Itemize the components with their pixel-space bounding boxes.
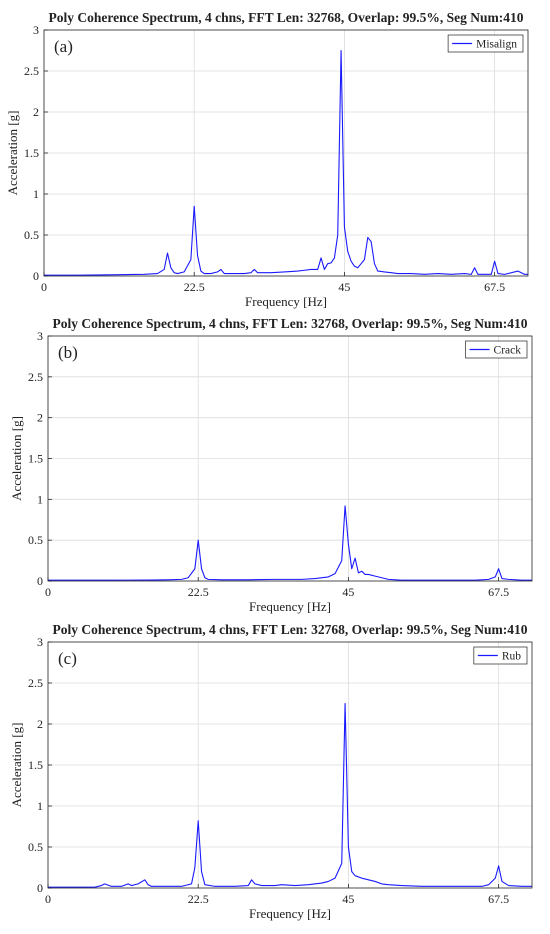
legend-label: Crack [494,345,522,357]
x-axis-label: Frequency [Hz] [249,906,331,921]
x-tick-label: 67.5 [488,892,509,906]
x-axis-label: Frequency [Hz] [245,294,327,309]
x-tick-label: 22.5 [188,892,209,906]
legend-label: Misalign [476,39,517,51]
panel-label: (a) [54,37,73,56]
series-line [48,702,532,888]
chart-panel-2: Poly Coherence Spectrum, 4 chns, FFT Len… [9,316,533,614]
legend-box [473,646,528,665]
y-tick-label: 1 [37,799,43,813]
x-tick-label: 67.5 [484,280,505,294]
panel-label: (b) [58,343,78,362]
y-tick-label: 1.5 [28,452,43,466]
x-tick-label: 22.5 [188,585,209,599]
x-tick-label: 0 [45,892,51,906]
x-tick-label: 45 [342,892,354,906]
legend: Rub [473,646,528,665]
y-tick-label: 0 [37,881,43,895]
x-tick-label: 45 [342,585,354,599]
y-tick-label: 1 [33,187,39,201]
legend-label: Rub [502,651,521,663]
y-tick-label: 0 [37,574,43,588]
legend-box [447,34,524,53]
x-tick-label: 0 [41,280,47,294]
x-tick-label: 67.5 [488,585,509,599]
x-tick-label: 22.5 [184,280,205,294]
panel-label: (c) [58,649,77,668]
y-tick-label: 2 [37,717,43,731]
x-axis-label: Frequency [Hz] [249,599,331,614]
y-tick-label: 2 [33,105,39,119]
y-axis-label: Acceleration [g] [9,723,24,808]
legend-box [465,340,528,359]
y-axis-label: Acceleration [g] [5,111,20,196]
legend: Misalign [447,34,524,53]
y-tick-label: 0.5 [28,533,43,547]
y-tick-label: 2.5 [28,676,43,690]
chart-panel-1: Poly Coherence Spectrum, 4 chns, FFT Len… [5,10,529,309]
y-tick-label: 1.5 [24,146,39,160]
series-line [44,49,528,276]
y-tick-label: 1.5 [28,758,43,772]
y-tick-label: 0.5 [24,228,39,242]
y-tick-label: 3 [37,329,43,343]
y-tick-label: 1 [37,492,43,506]
chart-panel-3: Poly Coherence Spectrum, 4 chns, FFT Len… [9,622,533,921]
y-axis-label: Acceleration [g] [9,416,24,501]
y-tick-label: 2 [37,411,43,425]
y-tick-label: 2.5 [28,370,43,384]
x-tick-label: 45 [338,280,350,294]
y-tick-label: 0.5 [28,840,43,854]
y-tick-label: 3 [37,635,43,649]
x-tick-label: 0 [45,585,51,599]
chart-title: Poly Coherence Spectrum, 4 chns, FFT Len… [53,316,528,331]
chart-title: Poly Coherence Spectrum, 4 chns, FFT Len… [49,10,524,25]
chart-title: Poly Coherence Spectrum, 4 chns, FFT Len… [53,622,528,637]
y-tick-label: 3 [33,23,39,37]
series-line [48,505,532,581]
y-tick-label: 0 [33,269,39,283]
y-tick-label: 2.5 [24,64,39,78]
legend: Crack [465,340,528,359]
